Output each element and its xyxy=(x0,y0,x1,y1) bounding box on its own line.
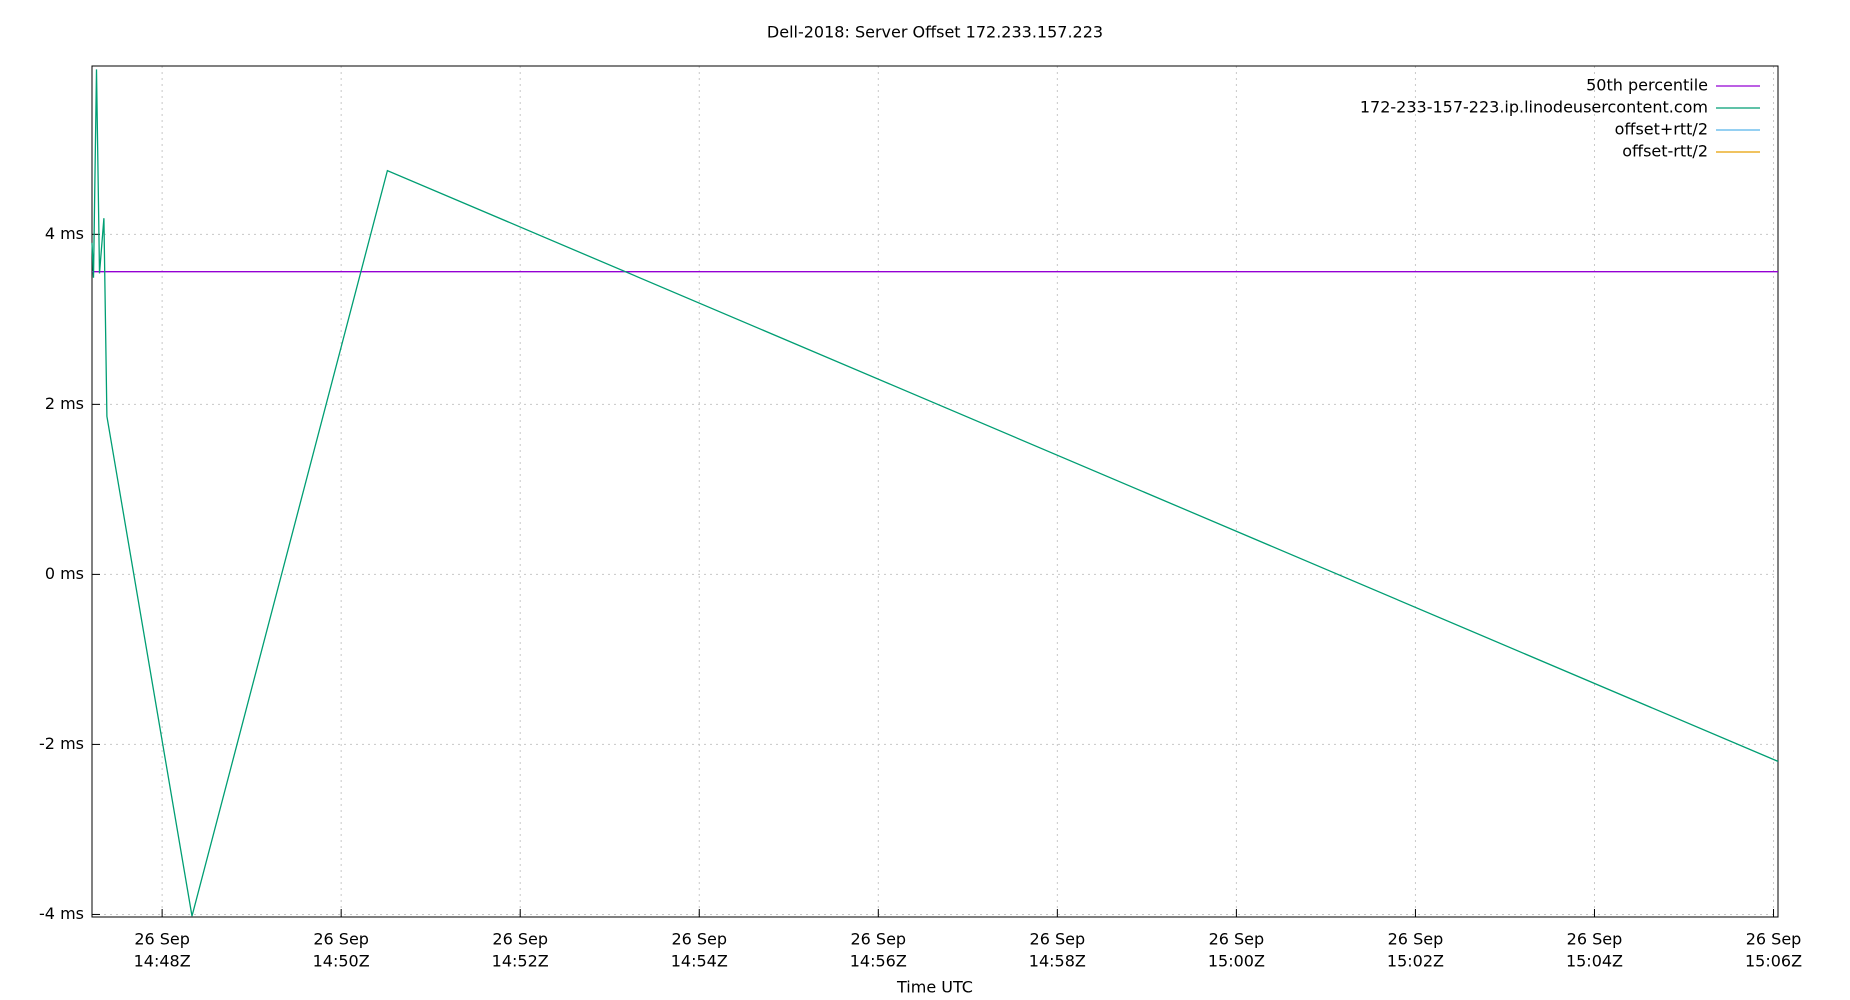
x-tick-label: 26 Sep xyxy=(1030,930,1086,949)
legend-label: 50th percentile xyxy=(1586,76,1708,95)
x-tick-label: 26 Sep xyxy=(1209,930,1265,949)
legend-label: offset-rtt/2 xyxy=(1622,142,1708,161)
x-tick-label: 14:54Z xyxy=(671,952,728,971)
legend-label: 172-233-157-223.ip.linodeusercontent.com xyxy=(1360,98,1708,117)
y-tick-label: 4 ms xyxy=(45,224,84,243)
y-tick-label: 2 ms xyxy=(45,394,84,413)
x-tick-label: 26 Sep xyxy=(492,930,548,949)
x-tick-label: 14:50Z xyxy=(313,952,370,971)
legend-label: offset+rtt/2 xyxy=(1615,120,1708,139)
y-tick-label: -2 ms xyxy=(39,734,84,753)
x-tick-label: 26 Sep xyxy=(1388,930,1444,949)
plot-frame xyxy=(91,65,1779,918)
x-tick-label: 26 Sep xyxy=(671,930,727,949)
x-tick-label: 26 Sep xyxy=(134,930,190,949)
chart-title: Dell-2018: Server Offset 172.233.157.223 xyxy=(767,23,1103,42)
x-tick-label: 14:52Z xyxy=(492,952,549,971)
y-tick-label: -4 ms xyxy=(39,904,84,923)
x-tick-label: 26 Sep xyxy=(850,930,906,949)
x-tick-label: 26 Sep xyxy=(1746,930,1802,949)
x-tick-label: 15:04Z xyxy=(1566,952,1623,971)
x-axis-label: Time UTC xyxy=(896,978,973,997)
series-line xyxy=(91,69,1779,917)
x-tick-label: 26 Sep xyxy=(313,930,369,949)
x-tick-label: 15:00Z xyxy=(1208,952,1265,971)
x-tick-label: 14:48Z xyxy=(134,952,191,971)
x-tick-label: 14:56Z xyxy=(850,952,907,971)
x-tick-label: 14:58Z xyxy=(1029,952,1086,971)
x-tick-label: 26 Sep xyxy=(1567,930,1623,949)
x-tick-label: 15:06Z xyxy=(1745,952,1802,971)
x-tick-label: 15:02Z xyxy=(1387,952,1444,971)
y-tick-label: 0 ms xyxy=(45,564,84,583)
